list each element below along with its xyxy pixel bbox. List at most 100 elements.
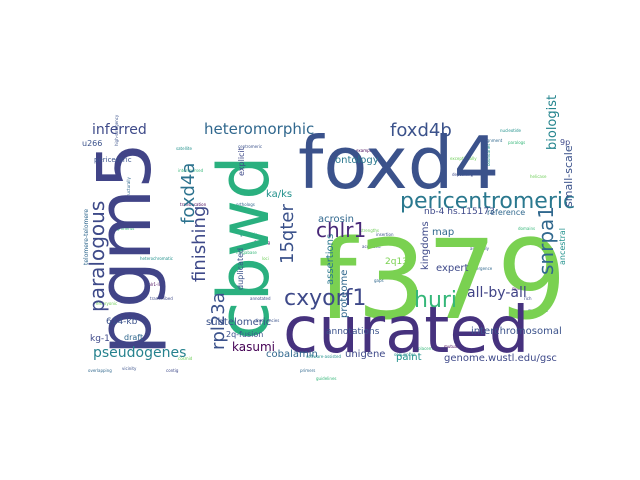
filler-word: helicase <box>530 174 547 179</box>
filler-word: boundaries <box>486 144 491 166</box>
word-huri: huri <box>414 288 457 313</box>
word-pseudogenes: pseudogenes <box>93 345 186 361</box>
word-cxyorf1: cxyorf1 <box>284 286 366 311</box>
filler-word: rich <box>524 296 532 301</box>
filler-word: translocation <box>180 202 207 207</box>
word-cloud-background <box>80 58 576 374</box>
filler-word: chlr1-like <box>146 282 165 287</box>
filler-word: software-assisted <box>306 354 341 359</box>
word-pericentric: pericentric <box>94 156 132 164</box>
word-finishing: finishing <box>189 206 210 282</box>
word-foxd4: foxd4 <box>298 121 499 205</box>
word-cbwd: cbwd <box>203 155 285 340</box>
word-kingdoms: kingdoms <box>420 221 431 270</box>
filler-word: interspersed <box>178 168 204 173</box>
word-f379: f379 <box>318 216 567 344</box>
word-ontology: ontology <box>335 155 379 166</box>
filler-word: nucleotide <box>500 128 522 133</box>
word-duplicated: duplicated <box>236 248 245 290</box>
word-draft: draft <box>124 333 143 342</box>
word-9p: 9p <box>560 138 570 147</box>
word-paint: paint <box>396 352 422 363</box>
filler-word: overlapping <box>88 368 112 373</box>
filler-word: alignment <box>482 138 503 143</box>
filler-word: genomic <box>240 232 257 237</box>
filler-word: exceptionally <box>450 156 477 161</box>
filler-word: mutually <box>444 344 462 349</box>
word-small-scale: small-scale <box>562 145 575 207</box>
word-kg-1: kg-1 <box>90 334 110 344</box>
filler-word: orthologs <box>236 202 255 207</box>
word-annotations: annotations <box>326 327 380 337</box>
filler-word: examples <box>356 148 375 153</box>
filler-word: strengths <box>360 228 379 233</box>
word-chlr1: chlr1 <box>316 218 366 242</box>
word-snrpa1: snrpa1 <box>534 206 558 275</box>
word-telomere-telomere: telomere-telomere <box>83 209 90 265</box>
filler-word: structurally <box>126 177 131 200</box>
filler-word: guidelines <box>316 376 337 381</box>
word-interchromosomal: interchromosomal <box>471 326 562 337</box>
word-explicit: explicit <box>237 147 246 176</box>
word-proteome: proteome <box>339 270 350 318</box>
word-ancestral: ancestral <box>558 228 567 265</box>
word-kasumi: kasumi <box>232 340 275 354</box>
filler-word: satellite <box>176 146 192 151</box>
word-foxd4b: foxd4b <box>390 120 452 141</box>
word-reference: reference <box>487 208 525 217</box>
filler-word: high-stringency <box>114 114 119 146</box>
filler-word: centromeric <box>238 144 262 149</box>
filler-word: domains <box>518 226 535 231</box>
filler-word: contig <box>166 368 179 373</box>
word-map: map <box>432 227 454 238</box>
filler-word: flanking <box>254 240 270 245</box>
filler-word: annotated <box>250 296 271 301</box>
word-cobalamin: cobalamin <box>266 349 318 360</box>
word-genome-wustl-edu-gsc: genome.wustl.edu/gsc <box>444 353 557 364</box>
filler-word: megabase <box>236 250 257 255</box>
filler-word: frequencies <box>256 318 279 323</box>
word-biologist: biologist <box>545 95 560 150</box>
filler-word: assembly <box>470 246 490 251</box>
filler-word: primers <box>300 368 315 373</box>
word-ka-ks: ka/ks <box>266 189 292 200</box>
word-inferred: inferred <box>92 122 147 138</box>
word-curated: curated <box>283 294 529 368</box>
word-614-kb: 614-kb <box>106 317 138 327</box>
filler-word: loci <box>262 256 269 261</box>
filler-word: symbol <box>512 286 526 291</box>
word-acrosin: acrosin <box>318 214 354 225</box>
filler-word: cosmid <box>178 356 193 361</box>
word-rpl23a: rpl23a <box>208 292 229 350</box>
word-heteromorphic: heteromorphic <box>204 120 314 138</box>
word-nb-4-hs-115173: nb-4 hs.115173 <box>424 207 495 217</box>
word-2q-fusion: 2q-fusion <box>226 330 263 339</box>
word-paralogous: paralogous <box>85 201 109 312</box>
filler-word: embryonic <box>96 301 117 306</box>
filler-word: mammals <box>528 308 548 313</box>
filler-word: divergence <box>470 266 493 271</box>
filler-word: paralogs <box>508 140 525 145</box>
word-all-by-all: all-by-all <box>467 285 527 301</box>
word-15qter: 15qter <box>277 204 298 264</box>
filler-word: accessed <box>362 244 381 249</box>
word-assertions: assertions <box>325 234 336 285</box>
filler-word: heterochromatic <box>140 256 173 261</box>
word-pericentromeric: pericentromeric <box>400 189 575 214</box>
filler-word: depositing <box>452 172 473 177</box>
filler-word: vicinity <box>122 366 137 371</box>
word-expert: expert <box>436 263 469 274</box>
filler-word-layer: high-stringency structurally heterochromat… <box>88 114 548 381</box>
filler-word: sequences <box>394 352 415 357</box>
word-2q13: 2q13 <box>385 257 408 267</box>
filler-word: transcribed <box>150 296 173 301</box>
filler-word: placement <box>418 346 440 351</box>
word-unigene: unigene <box>345 349 385 360</box>
filler-word: gaps <box>374 278 384 283</box>
word-pgm5: pgm5 <box>82 142 168 355</box>
filler-word: insertion <box>376 232 394 237</box>
word-u266: u266 <box>82 139 102 148</box>
word-subtelomeric: subtelomeric <box>206 317 271 328</box>
